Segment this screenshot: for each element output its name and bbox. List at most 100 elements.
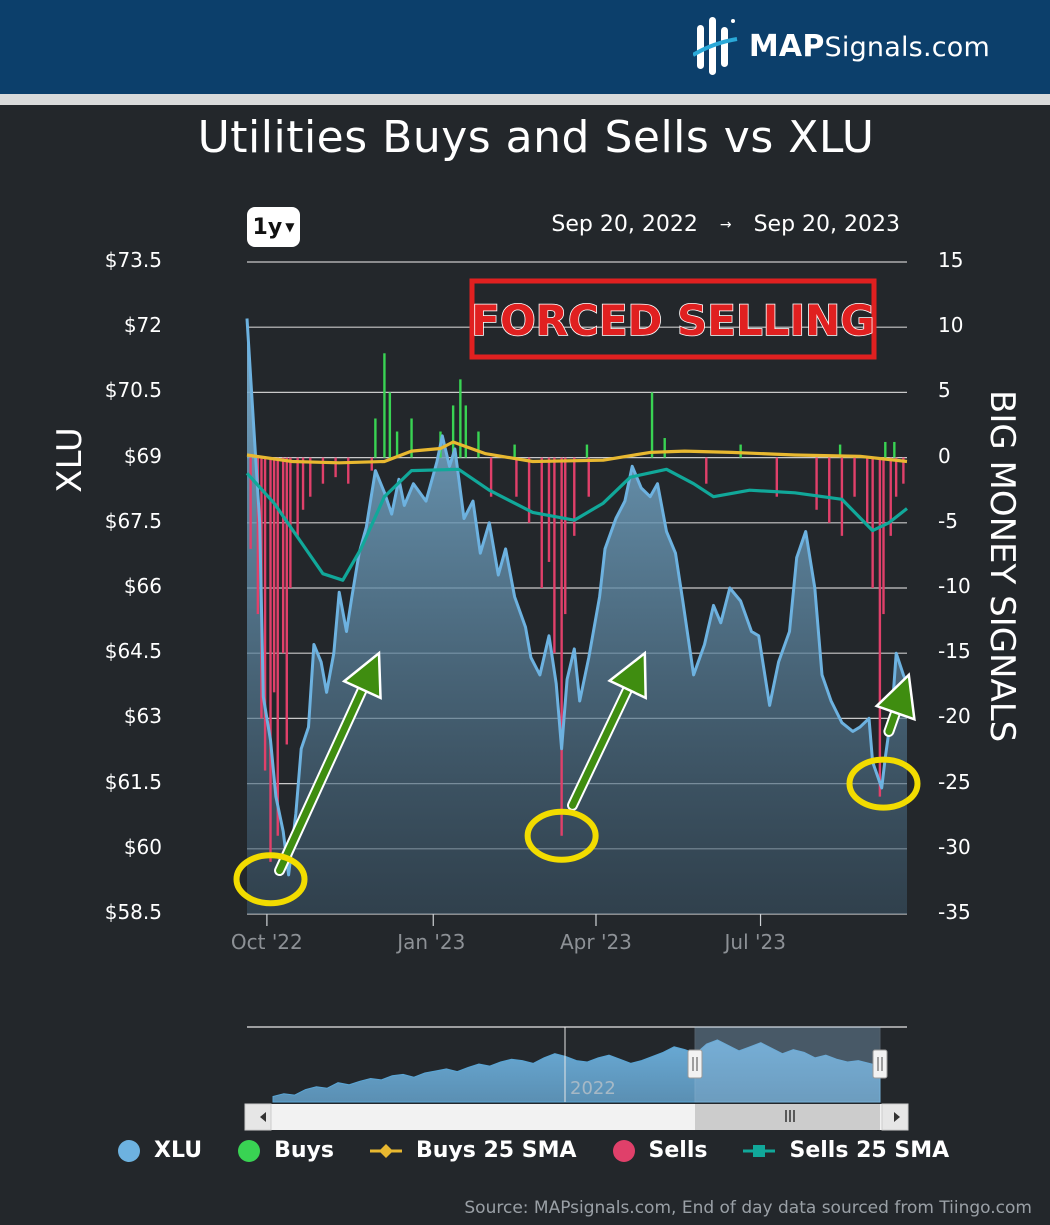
sells-bar	[301, 457, 305, 510]
buys-bar	[477, 431, 480, 458]
sells-bar	[269, 457, 272, 862]
navigator-series	[272, 1039, 881, 1103]
buys-bar	[838, 444, 842, 458]
sells-bar	[840, 457, 844, 536]
legend-item-buys[interactable]: Buys	[238, 1138, 334, 1163]
navigator-handle-right[interactable]	[872, 1049, 888, 1079]
logo-text: MAPSignals.com	[748, 28, 990, 64]
y-right-tick-label: -20	[938, 704, 971, 729]
sells-bar	[902, 457, 905, 484]
sells-bar	[489, 457, 493, 497]
y-left-tick-label: $61.5	[104, 769, 162, 794]
sells-bar	[866, 457, 869, 523]
sells-bar	[370, 457, 373, 471]
sells-bar	[309, 457, 312, 497]
sells-bar	[573, 457, 576, 536]
sells-bar	[281, 457, 285, 654]
y-left-tick-label: $63	[123, 704, 162, 729]
sells-bar	[527, 457, 531, 523]
sells-bar	[334, 457, 337, 478]
sells-bar	[871, 457, 874, 588]
legend-line-icon	[743, 1144, 776, 1157]
legend-item-buys-25-sma[interactable]: Buys 25 SMA	[369, 1138, 577, 1163]
y-left-tick-label: $69	[123, 443, 162, 468]
legend: XLU Buys Buys 25 SMA Sells Sells 25 SMA	[118, 1138, 949, 1163]
logo-mark-icon	[692, 17, 738, 75]
sells-bar	[540, 457, 543, 588]
y-right-tick-label: 15	[938, 248, 964, 272]
date-to[interactable]: Sep 20, 2023	[753, 212, 900, 237]
y-left-tick-label: $60	[123, 834, 162, 859]
legend-label: Buys	[274, 1138, 334, 1163]
navigator-selection	[694, 1026, 881, 1103]
sells-bar	[853, 457, 856, 497]
x-tick-label: Jul '23	[724, 930, 786, 954]
legend-item-xlu[interactable]: XLU	[118, 1138, 202, 1163]
mapsignals-logo[interactable]: MAPSignals.com	[692, 14, 990, 78]
arrow-right-icon: →	[719, 216, 732, 233]
scroll-left-icon	[260, 1112, 266, 1122]
annotation-box	[469, 278, 877, 360]
sells-bar	[882, 457, 885, 615]
y-right-tick-label: 10	[938, 313, 964, 338]
sells-bar	[553, 457, 556, 654]
highlight-circle	[233, 852, 308, 907]
buys-bar	[464, 405, 467, 458]
buys-bar	[663, 438, 666, 458]
y-right-tick-label: 0	[938, 443, 951, 468]
buys-bar	[650, 392, 654, 458]
y-right-tick-label: -25	[938, 769, 971, 794]
legend-label: XLU	[154, 1138, 203, 1163]
xlu-area	[247, 318, 907, 914]
highlight-circle	[524, 808, 599, 863]
legend-item-sells-25-sma[interactable]: Sells 25 SMA	[743, 1138, 949, 1163]
range-selector-label: 1y	[252, 214, 283, 240]
y-right-tick-label: -10	[938, 574, 971, 598]
buys-bar	[410, 418, 413, 458]
legend-dot-icon	[612, 1139, 635, 1162]
legend-label: Sells 25 SMA	[789, 1138, 950, 1163]
date-from[interactable]: Sep 20, 2022	[551, 212, 698, 237]
legend-item-sells[interactable]: Sells	[612, 1138, 707, 1163]
sells-bar	[256, 457, 260, 615]
arrow-shaft	[568, 685, 632, 809]
y-left-tick-label: $64.5	[104, 639, 162, 664]
header-bar	[0, 0, 1050, 94]
y-right-tick-label: -30	[938, 834, 971, 859]
sells-bar	[285, 457, 288, 745]
chart-title: Utilities Buys and Sells vs XLU	[197, 112, 875, 163]
buys-bar	[585, 444, 589, 458]
buys-bar	[395, 431, 399, 458]
legend-label: Buys 25 SMA	[415, 1138, 577, 1163]
forced-selling-annotation: FORCED SELLING	[469, 278, 877, 360]
scrollbar-left-button[interactable]	[244, 1103, 272, 1131]
sells-bar	[705, 457, 708, 484]
sells-bar	[272, 457, 276, 693]
sells-bar	[321, 457, 325, 484]
legend-dot-icon	[118, 1139, 140, 1162]
sells-bar	[878, 457, 882, 797]
date-range: Sep 20, 2022 → Sep 20, 2023	[551, 212, 900, 237]
arrow-shaft	[276, 686, 366, 875]
y-axis-left-title: XLU	[50, 427, 90, 493]
navigator-year-label: 2022	[570, 1078, 616, 1099]
sells-bar	[296, 457, 299, 536]
navigator-handle-left[interactable]	[687, 1049, 703, 1079]
trend-arrow	[274, 650, 382, 877]
sells-bar	[587, 457, 590, 497]
y-right-tick-label: -35	[938, 900, 971, 924]
y-left-tick-label: $72	[123, 313, 162, 338]
x-tick-label: Oct '22	[230, 930, 303, 954]
buys-bar	[893, 441, 896, 458]
y-right-tick-label: 5	[938, 378, 951, 403]
y-left-tick-label: $67.5	[104, 508, 162, 533]
y-left-tick-label: $66	[123, 574, 162, 598]
scrollbar-thumb[interactable]	[695, 1104, 880, 1130]
buys-bar	[459, 379, 462, 458]
range-selector-button[interactable]: 1y ▼	[247, 207, 300, 247]
annotation-text: FORCED SELLING	[471, 296, 874, 345]
buys-25-sma-line	[246, 440, 908, 465]
legend-line-icon	[369, 1143, 402, 1158]
chevron-down-icon: ▼	[285, 220, 295, 234]
